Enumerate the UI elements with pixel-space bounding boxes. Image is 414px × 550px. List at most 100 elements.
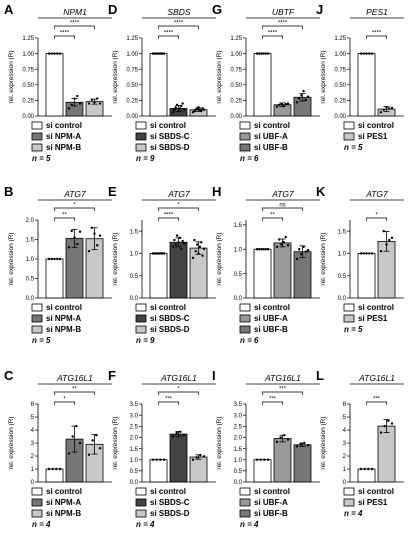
bar-2 bbox=[273, 438, 292, 483]
y-tick-label: 6 bbox=[343, 402, 347, 408]
data-point bbox=[178, 107, 182, 110]
data-point bbox=[258, 248, 261, 251]
sample-size: n = 4 bbox=[32, 520, 51, 529]
sample-size: n = 4 bbox=[240, 520, 259, 529]
data-point bbox=[388, 107, 391, 110]
y-tick-label: 1.00 bbox=[22, 52, 34, 58]
sample-size: n = 6 bbox=[240, 336, 259, 345]
data-point bbox=[182, 434, 186, 437]
gene-title: NPM1 bbox=[63, 7, 87, 17]
data-point bbox=[195, 243, 199, 246]
y-tick-label: 1.5 bbox=[130, 447, 139, 453]
y-tick-label: 0.5 bbox=[130, 274, 139, 280]
data-point bbox=[362, 52, 365, 55]
data-point bbox=[264, 52, 267, 55]
sample-size: n = 9 bbox=[136, 154, 155, 163]
y-tick-label: 0 bbox=[31, 480, 35, 486]
legend-swatch bbox=[31, 314, 43, 323]
bar-3 bbox=[293, 444, 312, 483]
y-axis-label: rel. expression (R) bbox=[216, 50, 223, 103]
y-tick-label: 4 bbox=[31, 428, 35, 434]
y-axis-label: rel. expression (R) bbox=[320, 50, 327, 103]
data-point bbox=[53, 52, 56, 55]
legend-label: si NPM-B bbox=[46, 325, 81, 334]
bar-1 bbox=[253, 53, 272, 117]
data-point bbox=[259, 458, 262, 461]
y-tick-label: 1.5 bbox=[130, 229, 139, 235]
data-point bbox=[155, 458, 158, 461]
data-point bbox=[300, 252, 303, 256]
panel-letter: E bbox=[108, 184, 117, 199]
bar-1 bbox=[357, 468, 376, 483]
data-point bbox=[173, 108, 176, 111]
data-point bbox=[306, 95, 310, 98]
data-point bbox=[390, 236, 394, 240]
data-point bbox=[90, 226, 93, 229]
y-tick-label: 1.5 bbox=[338, 229, 347, 235]
bar-2 bbox=[273, 242, 292, 299]
legend-swatch bbox=[343, 121, 355, 130]
data-point bbox=[178, 236, 182, 240]
y-tick-label: 0.25 bbox=[230, 99, 242, 105]
legend-swatch bbox=[343, 314, 355, 323]
panel-letter: B bbox=[4, 184, 13, 199]
y-tick-label: 3.5 bbox=[234, 402, 243, 408]
legend-label: si SBDS-C bbox=[150, 498, 190, 507]
legend-swatch bbox=[135, 509, 147, 518]
data-point bbox=[258, 52, 261, 55]
legend-swatch bbox=[239, 314, 251, 323]
y-tick-label: 0.50 bbox=[126, 83, 138, 89]
y-tick-label: 1.00 bbox=[230, 52, 242, 58]
data-point bbox=[191, 458, 195, 461]
panel-l: L ATG16L1 0 1 2 3 4 5 6 rel. expression (R) *** si … bbox=[316, 368, 404, 518]
data-point bbox=[286, 102, 290, 105]
data-point bbox=[87, 453, 91, 456]
data-point bbox=[263, 458, 266, 461]
bar-2 bbox=[169, 241, 188, 299]
legend-swatch bbox=[135, 314, 147, 323]
data-point bbox=[173, 238, 176, 242]
sample-size: n = 9 bbox=[136, 336, 155, 345]
data-point bbox=[171, 245, 175, 248]
data-point bbox=[295, 101, 299, 104]
data-point bbox=[370, 52, 374, 55]
significance-bracket bbox=[158, 25, 199, 29]
significance-bracket bbox=[262, 217, 283, 221]
panel-h: H ATG7 0.0 0.5 1.0 1.5 rel. expression (R) ** ns… bbox=[212, 184, 320, 345]
data-point bbox=[159, 458, 162, 461]
data-point bbox=[47, 52, 51, 55]
significance-label: *** bbox=[269, 397, 277, 403]
legend-label: si SBDS-C bbox=[150, 314, 190, 323]
y-tick-label: 0.0 bbox=[234, 480, 243, 486]
significance-label: **** bbox=[278, 21, 288, 27]
y-tick-label: 1.00 bbox=[126, 52, 138, 58]
legend-swatch bbox=[31, 303, 43, 312]
significance-label: * bbox=[73, 203, 76, 209]
sample-size: n = 5 bbox=[344, 143, 363, 152]
legend-swatch bbox=[239, 325, 251, 334]
data-point bbox=[262, 248, 265, 251]
legend-label: si PES1 bbox=[358, 314, 388, 323]
data-point bbox=[283, 434, 286, 437]
panel-b: B ATG7 0.0 0.5 1.0 1.5 2.0 rel. expression (R) *… bbox=[4, 184, 112, 345]
significance-label: **** bbox=[70, 21, 80, 27]
legend-label: si UBF-B bbox=[254, 509, 288, 518]
panel-letter: K bbox=[316, 184, 326, 199]
significance-label: *** bbox=[279, 387, 287, 393]
y-tick-label: 0.0 bbox=[338, 296, 347, 302]
significance-label: *** bbox=[165, 397, 173, 403]
legend-swatch bbox=[239, 498, 251, 507]
y-tick-label: 1.0 bbox=[130, 252, 139, 258]
y-tick-label: 0.5 bbox=[234, 469, 243, 475]
bar-1 bbox=[149, 459, 168, 483]
y-tick-label: 0.25 bbox=[22, 99, 34, 105]
data-point bbox=[370, 467, 374, 471]
legend-swatch bbox=[31, 498, 43, 507]
legend-label: si NPM-B bbox=[46, 143, 81, 152]
data-point bbox=[280, 102, 283, 105]
data-point bbox=[177, 241, 180, 244]
significance-label: **** bbox=[372, 31, 382, 37]
data-point bbox=[98, 102, 102, 105]
panel-letter: J bbox=[316, 2, 323, 17]
